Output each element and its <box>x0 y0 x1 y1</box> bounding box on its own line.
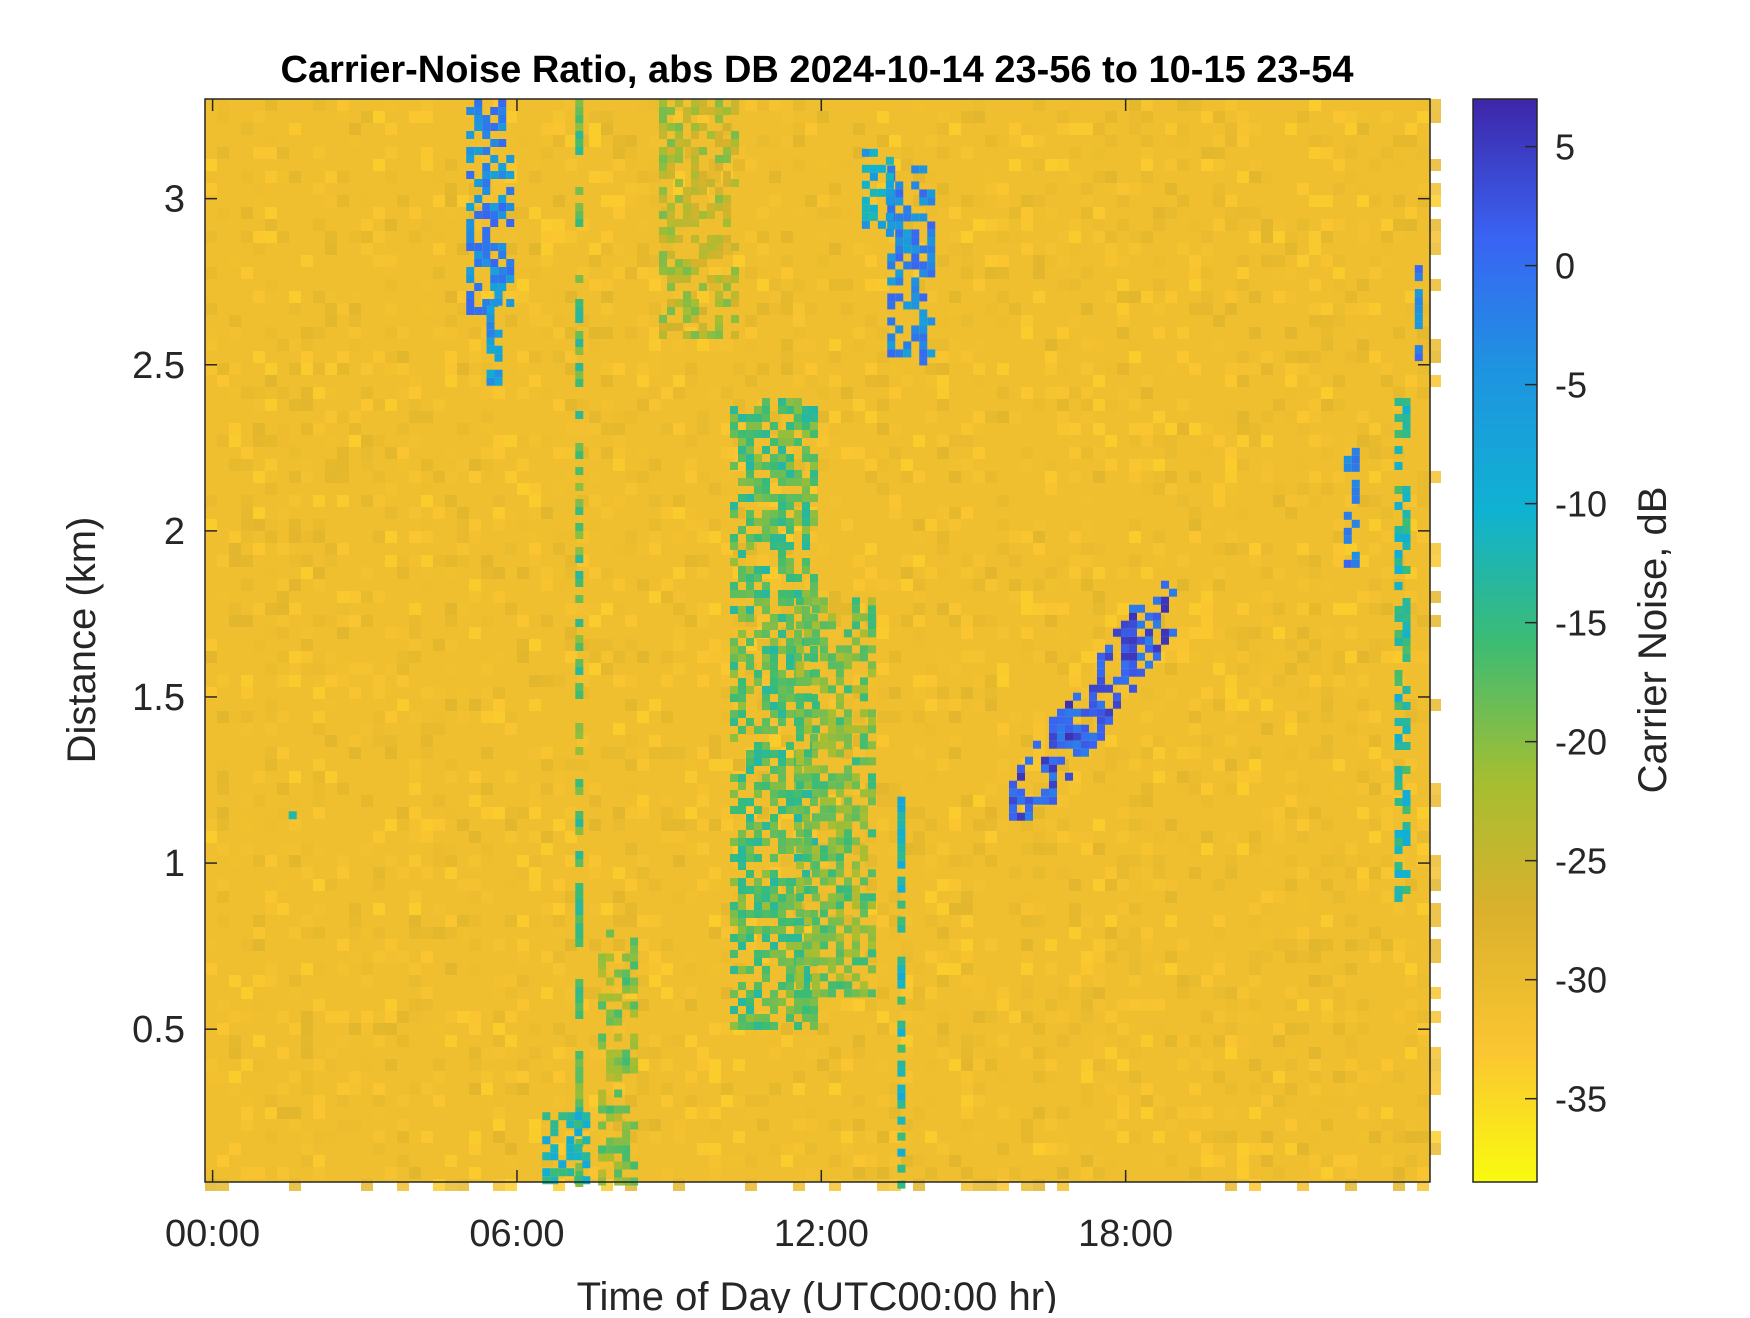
y-tick-label-4: 2.5 <box>132 345 185 387</box>
x-tick-label-0: 00:00 <box>165 1213 260 1255</box>
x-tick-label-2: 12:00 <box>774 1213 869 1255</box>
colorbar-tick-label-5: -20 <box>1555 722 1607 763</box>
y-tick-label-5: 3 <box>164 179 185 221</box>
colorbar-tick-label-7: -30 <box>1555 960 1607 1001</box>
heatmap-plot-area <box>205 99 1441 1191</box>
y-tick-label-2: 1.5 <box>132 677 185 719</box>
y-axis-label: Distance (km) <box>60 517 104 764</box>
y-tick-label-1: 1 <box>164 843 185 885</box>
colorbar-tick-label-1: 0 <box>1555 246 1575 287</box>
y-tick-label-0: 0.5 <box>132 1009 185 1051</box>
colorbar-tick-label-4: -15 <box>1555 603 1607 644</box>
colorbar-tick-label-0: 5 <box>1555 127 1575 168</box>
colorbar-tick-label-3: -10 <box>1555 484 1607 525</box>
chart-title: Carrier-Noise Ratio, abs DB 2024-10-14 2… <box>281 49 1354 91</box>
colorbar <box>1473 99 1537 1182</box>
colorbar-tick-label-6: -25 <box>1555 841 1607 882</box>
heatmap-feature-15 <box>289 811 297 819</box>
x-axis-label: Time of Day (UTC00:00 hr) <box>577 1275 1058 1313</box>
colorbar-tick-label-2: -5 <box>1555 365 1587 406</box>
heatmap-feature-14 <box>1415 265 1423 361</box>
x-tick-label-1: 06:00 <box>469 1213 564 1255</box>
x-tick-label-3: 18:00 <box>1078 1213 1173 1255</box>
colorbar-tick-label-8: -35 <box>1555 1079 1607 1120</box>
y-tick-label-3: 2 <box>164 511 185 553</box>
colorbar-label: Carrier Noise, dB <box>1631 487 1675 794</box>
